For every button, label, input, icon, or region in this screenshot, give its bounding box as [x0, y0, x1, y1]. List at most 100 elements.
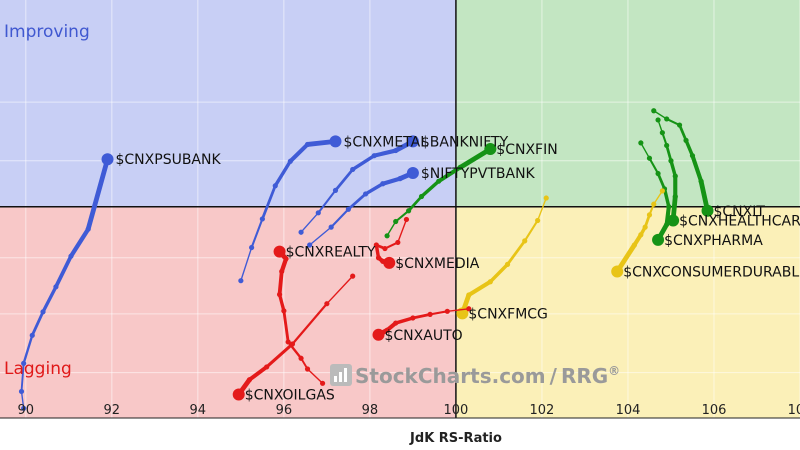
watermark-product: RRG	[561, 364, 608, 388]
head-point[interactable]	[329, 135, 342, 148]
head-point[interactable]	[406, 167, 419, 180]
series-cnxrealty	[273, 245, 326, 386]
trail-point	[664, 221, 670, 228]
series-segment	[350, 153, 376, 172]
label-cnxoilgas: $CNXOILGAS	[245, 388, 335, 404]
trail-point	[281, 308, 287, 314]
head-point[interactable]	[667, 214, 680, 227]
series-segment	[363, 182, 385, 196]
x-tick-label: 94	[190, 403, 207, 418]
trail-point	[393, 320, 399, 326]
trail-point	[259, 216, 265, 222]
head-point[interactable]	[652, 233, 665, 246]
label-cnxconsumerdurables: $CNXCONSUMERDURABLES	[623, 265, 800, 281]
series-segment	[41, 285, 58, 314]
trail-point	[380, 181, 386, 187]
label-cnxfmcg: $CNXFMCG	[468, 306, 548, 322]
trail-point	[289, 341, 296, 347]
trail-point	[666, 204, 672, 210]
trail-point	[543, 195, 549, 201]
quadrant-label-lagging: Lagging	[4, 359, 72, 379]
trail-point	[264, 364, 270, 370]
head-point[interactable]	[101, 153, 114, 166]
series-segment	[411, 313, 432, 320]
series-cnxconsumerdurables	[611, 188, 665, 278]
series-segment	[653, 190, 664, 205]
trail-point	[332, 187, 339, 193]
series-segment	[446, 308, 470, 313]
series-segment	[397, 218, 408, 244]
trail-point	[522, 238, 528, 244]
series-niftypvtbank	[307, 167, 419, 248]
series-cnxmedia	[373, 216, 410, 269]
series-segment	[419, 179, 441, 199]
trail-point	[689, 153, 696, 159]
series-cnxpsubank	[18, 153, 114, 411]
series-banknifty	[298, 135, 419, 235]
trail-point	[298, 229, 304, 235]
trail-point	[638, 140, 644, 146]
trail-point	[406, 208, 412, 214]
trail-point	[436, 178, 442, 184]
series-segment	[53, 254, 73, 289]
head-point[interactable]	[372, 328, 385, 341]
head-point[interactable]	[611, 265, 624, 278]
x-tick-label: 102	[529, 403, 554, 418]
trail-point	[444, 308, 450, 314]
trail-point	[373, 242, 379, 248]
trail-point	[504, 261, 511, 267]
series-segment	[488, 262, 510, 284]
head-point[interactable]	[484, 143, 497, 156]
series-segment	[466, 279, 493, 298]
x-tick-label: 92	[104, 403, 121, 418]
head-point[interactable]	[383, 256, 396, 269]
trail-point	[68, 253, 74, 259]
trail-point	[698, 178, 704, 184]
x-tick-label: 106	[702, 403, 727, 418]
trail-point	[85, 226, 91, 232]
head-point[interactable]	[273, 245, 286, 258]
trail-point	[304, 141, 311, 148]
trail-point	[655, 117, 661, 123]
trail-point	[276, 291, 283, 298]
trail-point	[655, 170, 661, 177]
series-segment	[372, 148, 398, 158]
series-cnxhealthcare	[655, 117, 680, 227]
trail-point	[659, 188, 665, 194]
series-cnxfin	[384, 143, 497, 239]
trail-point	[285, 339, 291, 345]
series-cnxit	[651, 108, 714, 217]
trail-point	[345, 206, 351, 212]
head-point[interactable]	[406, 135, 419, 148]
series-segment	[648, 157, 660, 175]
watermark: StockCharts.com / RRG®	[330, 364, 620, 388]
x-tick-label: 90	[18, 403, 35, 418]
stockcharts-logo-icon	[330, 364, 352, 386]
series-layer	[18, 108, 714, 411]
series-segment	[300, 212, 319, 233]
series-segment	[250, 217, 264, 249]
series-segment	[240, 246, 253, 282]
watermark-separator: /	[550, 364, 558, 388]
trail-point	[21, 405, 27, 411]
head-point[interactable]	[232, 388, 245, 401]
trail-point	[272, 183, 278, 189]
x-tick-label: 96	[276, 403, 293, 418]
trail-point	[418, 193, 425, 200]
series-segment	[407, 195, 423, 213]
trail-point	[393, 218, 399, 225]
series-segment	[380, 176, 403, 186]
trail-point	[487, 279, 493, 285]
series-segment	[308, 226, 332, 246]
series-cnxauto	[372, 306, 472, 341]
trail-point	[672, 173, 678, 179]
trail-point	[466, 306, 472, 312]
head-point[interactable]	[701, 204, 714, 217]
series-segment	[393, 316, 415, 325]
trail-point	[279, 268, 285, 275]
series-segment	[669, 159, 677, 178]
trail-point	[672, 193, 678, 200]
trail-point	[40, 309, 46, 315]
trail-point	[375, 255, 382, 261]
series-segment	[326, 275, 354, 305]
